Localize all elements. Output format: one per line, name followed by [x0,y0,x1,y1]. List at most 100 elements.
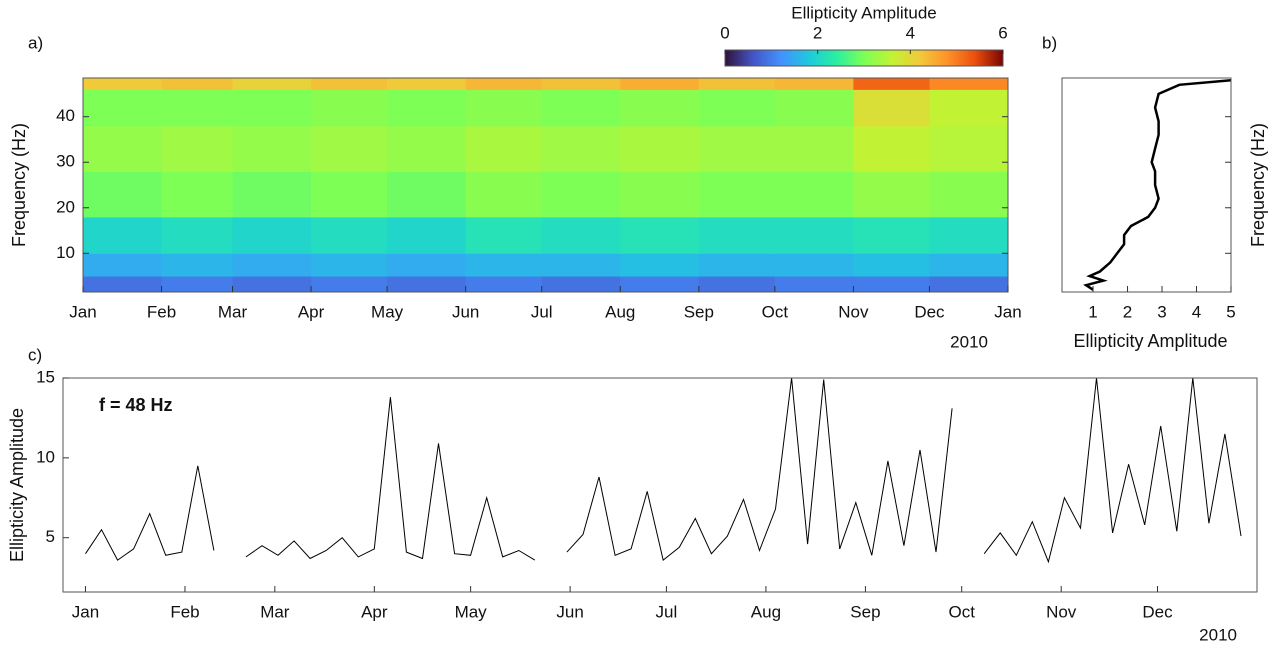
x-tick-label: Jan [69,302,96,321]
heatmap-cell [387,171,467,218]
axes-frame [1061,77,1232,293]
heatmap-cell [311,216,388,254]
heatmap-cell [541,89,621,127]
y-tick-label: 30 [56,152,75,171]
heatmap-cell [774,216,854,254]
heatmap-cell [853,276,930,293]
heatmap-cell [311,276,388,293]
x-tick-label: Apr [298,302,325,321]
heatmap-cell [620,171,700,218]
y-tick-label: 10 [56,243,75,262]
heatmap-cell [698,253,776,277]
colorbar [724,49,1004,67]
heatmap-cell [774,89,854,127]
heatmap-cell [387,125,467,172]
heatmap-cell [83,276,163,293]
heatmap-cell [774,78,854,90]
annotation: f = 48 Hz [99,395,173,415]
heatmap-cell [774,276,854,293]
heatmap-cell [232,253,312,277]
x-tick-label: May [371,302,404,321]
data-line [1083,79,1232,291]
heatmap-cell [698,171,776,218]
y-tick-label: 20 [56,197,75,216]
heatmap-cell [161,125,234,172]
heatmap-cell [83,78,163,90]
heatmap-cell [541,171,621,218]
heatmap-cell [232,276,312,293]
y-tick-label: 40 [56,106,75,125]
heatmap-cell [83,216,163,254]
panel-label: b) [1042,33,1057,52]
heatmap-cell [83,125,163,172]
x-tick-label: Mar [218,302,248,321]
heatmap-cell [311,125,388,172]
heatmap-cell [311,253,388,277]
year-label: 2010 [950,332,988,351]
heatmap-cell [232,78,312,90]
heatmap-cell [465,216,543,254]
x-axis-label: Ellipticity Amplitude [1073,331,1227,351]
heatmap-cell [465,253,543,277]
heatmap-cell [929,253,1009,277]
year-label: 2010 [1199,625,1237,644]
heatmap-cell [774,171,854,218]
heatmap-cell [620,125,700,172]
x-tick-label: 5 [1226,302,1235,321]
heatmap-cell [620,89,700,127]
x-tick-label: Dec [1142,602,1173,621]
heatmap-cell [161,78,234,90]
heatmap-cell [541,125,621,172]
colorbar-tick-label: 0 [720,23,729,42]
x-tick-label: Aug [605,302,635,321]
heatmap-cell [774,125,854,172]
heatmap-cell [853,253,930,277]
heatmap-cell [465,89,543,127]
heatmap-cell [232,171,312,218]
x-tick-label: Jan [72,602,99,621]
heatmap-cell [853,78,930,90]
x-tick-label: Nov [838,302,869,321]
heatmap-cell [465,125,543,172]
heatmap-cell [161,89,234,127]
heatmap-cell [853,216,930,254]
heatmap-cell [232,125,312,172]
heatmap-cell [853,125,930,172]
heatmap-cell [83,253,163,277]
heatmap-cell [698,276,776,293]
x-tick-label: Feb [170,602,199,621]
heatmap-cell [620,216,700,254]
heatmap-cell [698,89,776,127]
heatmap-cell [161,216,234,254]
heatmap-cell [465,276,543,293]
heatmap-cell [698,78,776,90]
heatmap-cell [161,276,234,293]
x-tick-label: May [455,602,488,621]
heatmap-cell [774,253,854,277]
heatmap-cell [232,216,312,254]
heatmap-cell [929,89,1009,127]
heatmap-cell [541,253,621,277]
heatmap-cell [541,216,621,254]
x-tick-label: Mar [260,602,290,621]
heatmap-cell [83,171,163,218]
data-line [85,378,1242,564]
colorbar-label: Ellipticity Amplitude [791,3,937,22]
y-tick-label: 10 [36,447,55,466]
heatmap-cell [929,78,1009,90]
heatmap-cell [83,89,163,127]
x-tick-label: Oct [948,602,975,621]
x-tick-label: Apr [361,602,388,621]
heatmap-cell [929,171,1009,218]
x-tick-label: Jun [452,302,479,321]
heatmap-cell [387,216,467,254]
heatmap-cell [311,78,388,90]
heatmap-cell [232,89,312,127]
heatmap-cell [541,276,621,293]
x-tick-label: 3 [1157,302,1166,321]
colorbar-tick-label: 6 [998,23,1007,42]
x-tick-label: Feb [147,302,176,321]
heatmap-cell [620,276,700,293]
heatmap-cell [311,89,388,127]
